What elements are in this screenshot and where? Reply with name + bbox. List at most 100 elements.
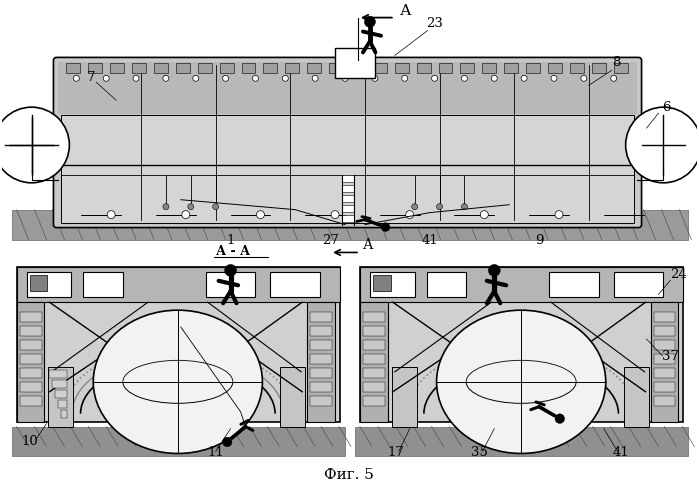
Bar: [280, 367, 305, 427]
Bar: [271, 273, 320, 298]
Bar: [351, 64, 365, 74]
Circle shape: [555, 414, 565, 424]
Bar: [570, 64, 584, 74]
Bar: [504, 64, 518, 74]
Bar: [614, 273, 663, 298]
Bar: [370, 273, 415, 298]
FancyBboxPatch shape: [53, 58, 642, 228]
Circle shape: [626, 108, 699, 183]
Bar: [17, 268, 340, 303]
Bar: [360, 303, 388, 422]
Bar: [310, 340, 332, 350]
Circle shape: [163, 204, 169, 210]
Circle shape: [182, 211, 190, 219]
Circle shape: [581, 76, 587, 82]
Circle shape: [412, 204, 418, 210]
Bar: [48, 367, 73, 427]
Bar: [417, 64, 431, 74]
Bar: [654, 312, 675, 323]
Circle shape: [491, 76, 497, 82]
Bar: [329, 64, 343, 74]
Circle shape: [555, 211, 563, 219]
Bar: [52, 380, 67, 388]
Bar: [20, 340, 41, 350]
Bar: [363, 382, 385, 392]
Bar: [373, 64, 387, 74]
Circle shape: [331, 211, 339, 219]
Bar: [20, 396, 41, 406]
Bar: [363, 354, 385, 364]
Bar: [12, 427, 345, 456]
Bar: [59, 63, 637, 115]
Circle shape: [489, 265, 500, 277]
Circle shape: [257, 211, 264, 219]
Text: 27: 27: [322, 234, 338, 247]
Bar: [176, 64, 190, 74]
Text: 41: 41: [612, 446, 629, 459]
Bar: [526, 64, 540, 74]
Bar: [342, 195, 354, 203]
Bar: [654, 326, 675, 336]
Bar: [20, 382, 41, 392]
Text: А: А: [400, 3, 411, 18]
Bar: [310, 368, 332, 378]
Text: Фиг. 5: Фиг. 5: [324, 468, 374, 481]
Bar: [360, 268, 684, 422]
Bar: [363, 396, 385, 406]
Bar: [654, 396, 675, 406]
Bar: [310, 382, 332, 392]
Text: 37: 37: [662, 349, 679, 362]
Circle shape: [0, 108, 69, 183]
Bar: [20, 354, 41, 364]
Bar: [29, 276, 48, 292]
Ellipse shape: [636, 111, 691, 181]
Text: А: А: [363, 238, 373, 252]
Circle shape: [437, 204, 442, 210]
Bar: [198, 64, 212, 74]
Circle shape: [381, 224, 390, 232]
Bar: [654, 354, 675, 364]
Bar: [219, 64, 233, 74]
Bar: [624, 367, 649, 427]
Bar: [310, 354, 332, 364]
Text: 41: 41: [421, 234, 438, 247]
Bar: [363, 326, 385, 336]
Circle shape: [611, 76, 617, 82]
Circle shape: [364, 17, 375, 28]
Circle shape: [103, 76, 109, 82]
Circle shape: [193, 76, 199, 82]
Bar: [355, 427, 689, 456]
Bar: [62, 116, 633, 223]
Bar: [307, 64, 321, 74]
Bar: [426, 273, 466, 298]
Circle shape: [372, 76, 378, 82]
Bar: [132, 64, 146, 74]
Bar: [342, 185, 354, 192]
Text: А - А: А - А: [216, 245, 250, 258]
Text: 1: 1: [226, 234, 235, 247]
Bar: [654, 382, 675, 392]
Circle shape: [222, 437, 232, 447]
Circle shape: [222, 76, 229, 82]
Bar: [373, 276, 391, 292]
Circle shape: [224, 265, 236, 277]
Bar: [438, 64, 452, 74]
Circle shape: [521, 76, 527, 82]
Ellipse shape: [93, 310, 262, 453]
Bar: [242, 64, 255, 74]
Bar: [50, 370, 67, 378]
Bar: [654, 368, 675, 378]
Text: 11: 11: [208, 446, 224, 459]
Text: 17: 17: [387, 446, 404, 459]
Bar: [651, 303, 679, 422]
Bar: [88, 64, 102, 74]
Bar: [27, 273, 71, 298]
Bar: [20, 326, 41, 336]
Circle shape: [461, 76, 468, 82]
Bar: [335, 49, 375, 79]
Bar: [307, 303, 335, 422]
Text: 10: 10: [21, 434, 38, 447]
Circle shape: [402, 76, 408, 82]
Bar: [20, 312, 41, 323]
Bar: [342, 176, 354, 183]
